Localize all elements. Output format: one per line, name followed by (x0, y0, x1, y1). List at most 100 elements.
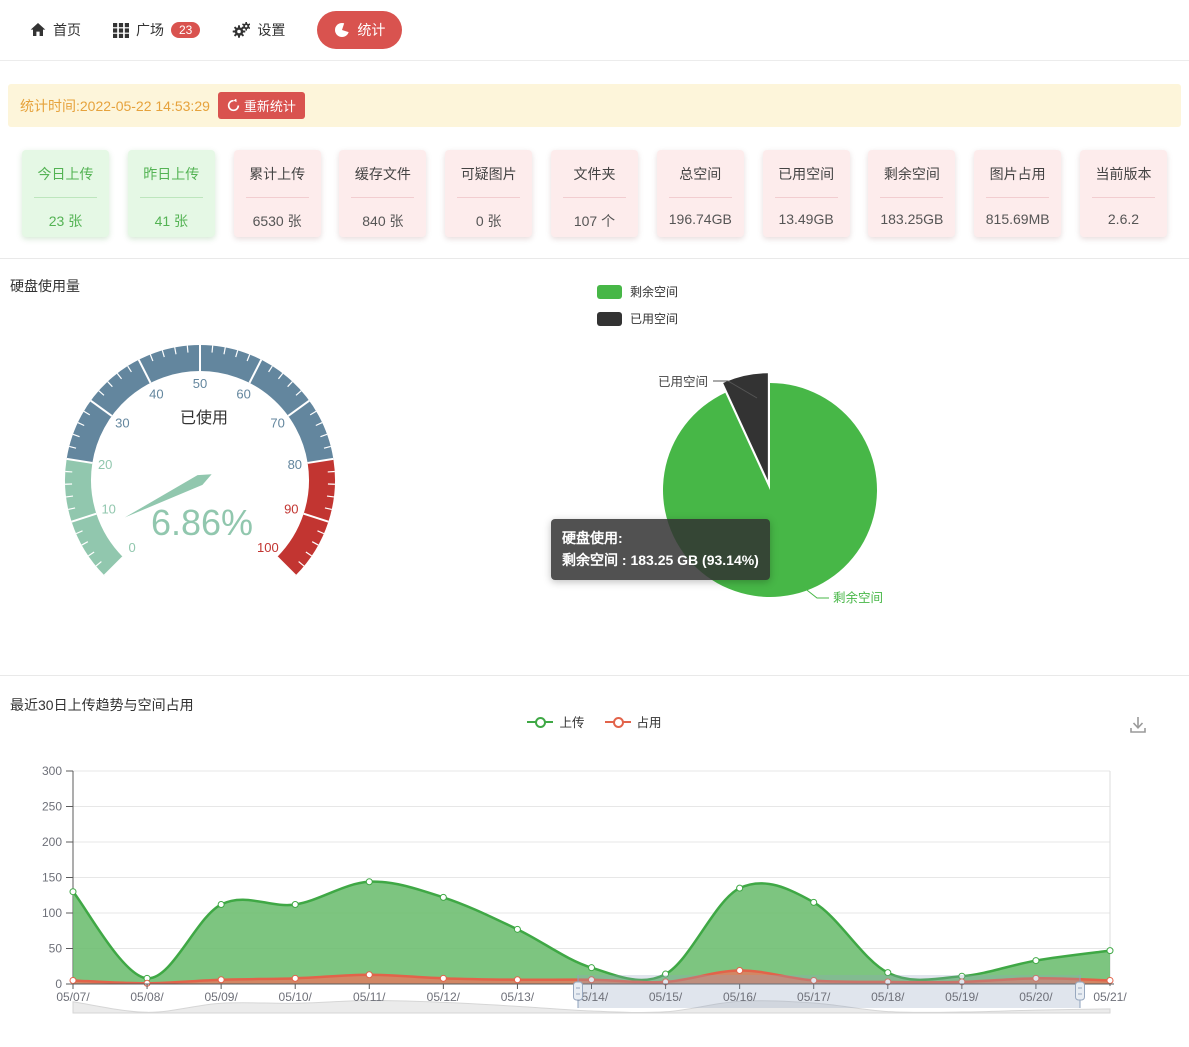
pie-legend-item[interactable]: 剩余空间 (597, 283, 678, 300)
stat-card-title: 总空间 (679, 166, 722, 182)
y-axis-label: 100 (42, 906, 62, 920)
gauge-minor-tick (298, 561, 305, 567)
gauge-minor-tick (77, 421, 85, 427)
gauge-minor-tick (326, 495, 335, 498)
data-point (810, 976, 818, 984)
gauge-title: 已使用 (180, 409, 228, 427)
stat-card-divider (34, 197, 97, 198)
stat-card: 总空间 196.74GB (656, 150, 744, 237)
trend-area-chart[interactable]: 0 50 100 150 200 250 300 05/07/05/08/05/09/05/1… (0, 745, 1189, 1025)
stat-card-title: 图片占用 (989, 166, 1046, 182)
datazoom-handle-left[interactable] (573, 981, 583, 1001)
nav-item-stats-active[interactable]: 统计 (317, 11, 403, 49)
pie-legend-item[interactable]: 已用空间 (597, 310, 678, 327)
disk-gauge-chart[interactable]: 0 10 20 30 40 50 60 70 80 90 100 已使用 6.86% (50, 335, 350, 590)
data-point (662, 970, 670, 978)
gauge-major-tick (248, 359, 263, 384)
trend-legend-item[interactable]: 占用 (604, 712, 662, 731)
gauge-major-tick (90, 399, 113, 417)
data-point (588, 964, 595, 972)
gauge-axis-label: 40 (149, 386, 163, 401)
stat-card-title: 昨日上传 (143, 166, 200, 182)
data-point (736, 884, 744, 892)
stat-card-divider (139, 197, 203, 198)
gauge-axis-label: 70 (270, 416, 284, 431)
refresh-icon (227, 99, 240, 112)
gauge-needle (124, 474, 212, 518)
y-axis-label: 0 (55, 977, 62, 991)
stat-card-divider (457, 197, 521, 198)
recount-button[interactable]: 重新统计 (217, 92, 305, 119)
legend-label: 剩余空间 (630, 285, 679, 299)
pie-slice-used[interactable] (723, 373, 768, 481)
legend-label: 上传 (559, 716, 585, 730)
gauge-minor-tick (211, 345, 214, 353)
gauge-minor-tick (268, 365, 273, 373)
x-axis-label: 05/10/ (279, 990, 313, 1004)
stat-card-value: 41 张 (154, 213, 189, 229)
stat-card-value: 6530 张 (252, 213, 302, 229)
x-axis-label: 05/15/ (649, 990, 683, 1004)
pie-leader-used (713, 380, 758, 399)
gauge-axis-label: 0 (129, 540, 136, 555)
data-point (439, 974, 447, 982)
gauge-minor-tick (69, 445, 77, 449)
gears-icon (233, 22, 251, 38)
x-axis-label: 05/11/ (353, 990, 386, 1004)
data-point (1032, 957, 1040, 965)
line-legend-icon (527, 716, 554, 728)
gauge-minor-tick (107, 381, 113, 388)
plaza-count-badge: 23 (171, 22, 201, 38)
data-point (217, 976, 225, 984)
data-point (1032, 974, 1040, 982)
stat-card: 当前版本 2.6.2 (1079, 150, 1167, 237)
stat-card-title: 缓存文件 (354, 166, 411, 182)
pie-legend: 剩余空间已用空间 (597, 283, 678, 327)
pie-tooltip: 硬盘使用: 剩余空间 : 183.25 GB (93.14%) (551, 519, 770, 580)
save-image-button[interactable] (1128, 714, 1148, 736)
x-axis-label: 05/09/ (204, 990, 238, 1004)
datazoom-window[interactable] (578, 975, 1080, 1008)
stat-card-divider (562, 197, 626, 198)
trend-legend-item[interactable]: 上传 (527, 712, 585, 731)
legend-swatch (597, 284, 622, 299)
gauge-minor-tick (287, 381, 293, 388)
tooltip-value: 剩余空间 : 183.25 GB (93.14%) (562, 552, 759, 569)
stat-card-divider (1091, 197, 1155, 198)
data-point (217, 900, 225, 908)
line-legend-icon (604, 716, 631, 728)
x-axis-label: 05/17/ (797, 990, 831, 1004)
data-point (439, 893, 447, 901)
nav-item-plaza[interactable]: 广场 23 (113, 20, 201, 40)
stat-card-title: 文件夹 (573, 166, 616, 182)
trend-legend: 上传 占用 (0, 712, 1189, 731)
stat-card-title: 剩余空间 (883, 166, 940, 182)
pie-label-free: 剩余空间 (833, 590, 883, 605)
datazoom-end-label-bg (1084, 986, 1137, 1007)
gauge-minor-tick (317, 530, 325, 535)
gauge-major-tick (103, 556, 124, 577)
data-point (365, 971, 373, 979)
stat-card-title: 今日上传 (37, 166, 94, 182)
nav-item-settings[interactable]: 设置 (232, 20, 285, 40)
stat-time-banner: 统计时间:2022-05-22 14:53:29 重新统计 (8, 84, 1181, 127)
stat-card-value: 0 张 (475, 213, 502, 229)
gauge-minor-tick (235, 350, 239, 358)
datazoom-handle-right[interactable] (1075, 981, 1085, 1001)
stat-card: 文件夹 107 个 (550, 150, 638, 237)
data-point (513, 925, 521, 933)
gauge-major-tick (66, 457, 93, 464)
stat-card-divider (668, 197, 732, 198)
nav-item-home[interactable]: 首页 (30, 20, 81, 40)
stat-card-divider (774, 197, 838, 198)
area-占用 (73, 970, 1110, 984)
data-point (291, 900, 299, 908)
stat-card-value: 107 个 (573, 213, 616, 229)
x-axis-label: 05/13/ (501, 990, 535, 1004)
datazoom-preview[interactable] (72, 1000, 1111, 1014)
gauge-major-tick (307, 457, 334, 464)
gauge-axis-label: 20 (98, 457, 112, 472)
gauge-minor-tick (186, 345, 189, 353)
legend-swatch (597, 311, 622, 326)
